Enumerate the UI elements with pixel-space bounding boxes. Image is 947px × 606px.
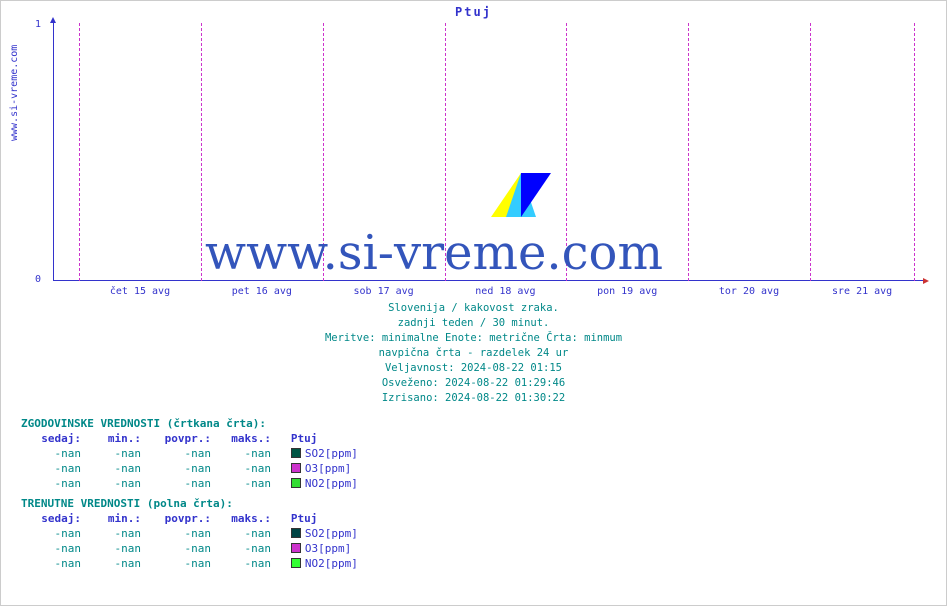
value-cell: -nan: [211, 461, 271, 476]
caption-line: navpična črta - razdelek 24 ur: [1, 346, 946, 361]
grid-vline: [688, 23, 689, 281]
caption-line: Meritve: minimalne Enote: metrične Črta:…: [1, 331, 946, 346]
col-header: min.:: [81, 511, 141, 526]
value-cell: -nan: [211, 476, 271, 491]
grid-vline: [79, 23, 80, 281]
section-title: TRENUTNE VREDNOSTI (polna črta):: [21, 497, 233, 510]
value-cell: -nan: [21, 526, 81, 541]
grid-vline: [201, 23, 202, 281]
xtick-label: ned 18 avg: [475, 286, 535, 297]
data-row: -nan-nan-nan-nan SO2[ppm]: [21, 446, 358, 461]
col-header: povpr.:: [141, 511, 211, 526]
chart-container: www.si-vreme.com Ptuj 1 0 čet 15 avgpet …: [0, 0, 947, 606]
station-name: Ptuj: [291, 512, 318, 525]
value-cell: -nan: [21, 461, 81, 476]
y-axis-arrow: [50, 17, 56, 23]
caption-line: Izrisano: 2024-08-22 01:30:22: [1, 391, 946, 406]
value-cell: -nan: [21, 541, 81, 556]
chart-title: Ptuj: [1, 5, 946, 19]
watermark-text: www.si-vreme.com: [205, 225, 663, 281]
series-marker: [291, 478, 301, 488]
value-cell: -nan: [211, 541, 271, 556]
xtick-label: čet 15 avg: [110, 286, 170, 297]
plot-area: 1 0 čet 15 avgpet 16 avgsob 17 avgned 18…: [53, 23, 923, 281]
series-marker: [291, 558, 301, 568]
data-row: -nan-nan-nan-nan NO2[ppm]: [21, 476, 358, 491]
grid-vline: [914, 23, 915, 281]
grid-vline: [810, 23, 811, 281]
xtick-label: sob 17 avg: [353, 286, 413, 297]
data-row: -nan-nan-nan-nan NO2[ppm]: [21, 556, 358, 571]
value-cell: -nan: [21, 476, 81, 491]
section-title: ZGODOVINSKE VREDNOSTI (črtkana črta):: [21, 417, 266, 430]
caption-line: zadnji teden / 30 minut.: [1, 316, 946, 331]
value-cell: -nan: [81, 476, 141, 491]
value-cell: -nan: [21, 446, 81, 461]
data-row: -nan-nan-nan-nan SO2[ppm]: [21, 526, 358, 541]
series-label: SO2[ppm]: [305, 527, 358, 540]
current-block: TRENUTNE VREDNOSTI (polna črta):sedaj:mi…: [21, 496, 358, 571]
xtick-label: tor 20 avg: [719, 286, 779, 297]
value-cell: -nan: [211, 446, 271, 461]
caption-line: Osveženo: 2024-08-22 01:29:46: [1, 376, 946, 391]
series-marker: [291, 543, 301, 553]
col-header: povpr.:: [141, 431, 211, 446]
history-block: ZGODOVINSKE VREDNOSTI (črtkana črta):sed…: [21, 416, 358, 491]
series-marker: [291, 528, 301, 538]
col-header: maks.:: [211, 431, 271, 446]
value-cell: -nan: [211, 556, 271, 571]
value-cell: -nan: [211, 526, 271, 541]
series-label: O3[ppm]: [305, 542, 351, 555]
value-cell: -nan: [81, 526, 141, 541]
xtick-label: pet 16 avg: [232, 286, 292, 297]
x-axis-arrow: [923, 278, 929, 284]
value-cell: -nan: [141, 541, 211, 556]
side-url-label: www.si-vreme.com: [9, 45, 20, 141]
caption-line: Slovenija / kakovost zraka.: [1, 301, 946, 316]
col-header: min.:: [81, 431, 141, 446]
col-header: maks.:: [211, 511, 271, 526]
series-label: SO2[ppm]: [305, 447, 358, 460]
ytick-0: 0: [35, 274, 41, 285]
value-cell: -nan: [141, 556, 211, 571]
ytick-1: 1: [35, 19, 41, 30]
value-cell: -nan: [141, 461, 211, 476]
series-label: O3[ppm]: [305, 462, 351, 475]
col-header: sedaj:: [21, 431, 81, 446]
series-marker: [291, 448, 301, 458]
data-row: -nan-nan-nan-nan O3[ppm]: [21, 461, 358, 476]
caption-block: Slovenija / kakovost zraka.zadnji teden …: [1, 301, 946, 406]
xtick-label: sre 21 avg: [832, 286, 892, 297]
value-cell: -nan: [81, 461, 141, 476]
data-row: -nan-nan-nan-nan O3[ppm]: [21, 541, 358, 556]
station-name: Ptuj: [291, 432, 318, 445]
value-cell: -nan: [141, 526, 211, 541]
value-cell: -nan: [21, 556, 81, 571]
col-header: sedaj:: [21, 511, 81, 526]
series-label: NO2[ppm]: [305, 477, 358, 490]
value-cell: -nan: [81, 556, 141, 571]
series-label: NO2[ppm]: [305, 557, 358, 570]
value-cell: -nan: [81, 541, 141, 556]
xtick-label: pon 19 avg: [597, 286, 657, 297]
value-cell: -nan: [81, 446, 141, 461]
value-cell: -nan: [141, 476, 211, 491]
value-cell: -nan: [141, 446, 211, 461]
watermark-logo: [491, 173, 551, 217]
caption-line: Veljavnost: 2024-08-22 01:15: [1, 361, 946, 376]
y-axis: [53, 23, 54, 281]
series-marker: [291, 463, 301, 473]
